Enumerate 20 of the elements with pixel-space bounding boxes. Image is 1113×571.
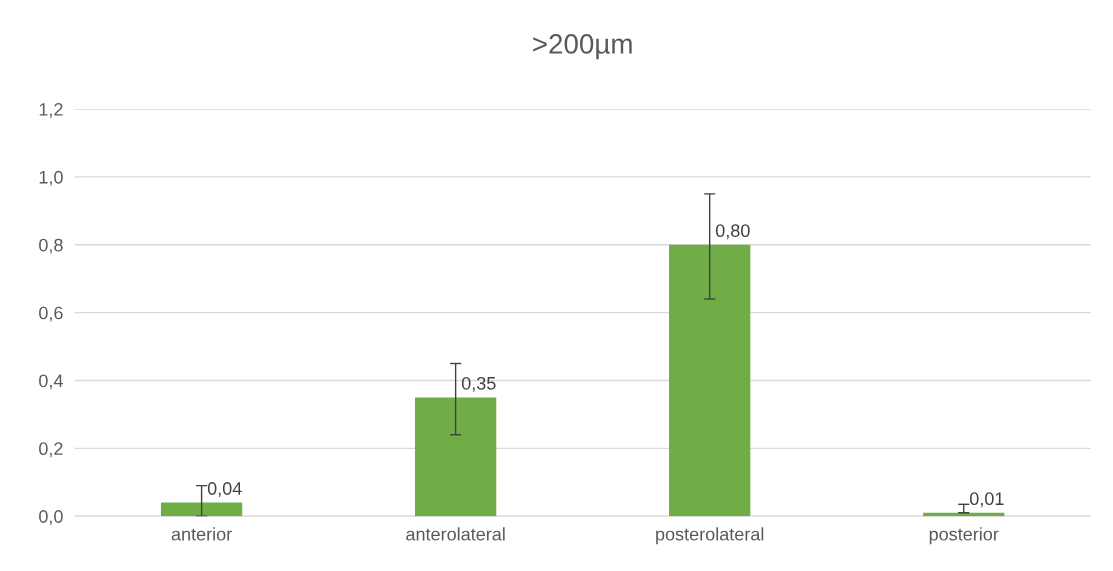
y-tick-label: 0,6 (39, 306, 63, 322)
bar (414, 397, 497, 517)
x-tick-label: posterolateral (656, 527, 764, 545)
data-label: 0,80 (715, 224, 750, 240)
data-label: 0,04 (207, 482, 242, 498)
x-tick-label: posterior (929, 527, 999, 545)
y-tick-label: 0,8 (39, 238, 63, 254)
bar (923, 512, 1005, 517)
bar (160, 502, 243, 517)
y-tick-label: 0,2 (39, 442, 63, 458)
bar (669, 244, 751, 517)
x-tick-label: anterolateral (406, 527, 505, 541)
y-tick-label: 0,4 (39, 374, 63, 390)
y-tick-label: 1,2 (39, 103, 63, 118)
y-tick-label: 1,0 (39, 170, 63, 186)
y-tick-label: 0,0 (39, 510, 63, 526)
chart-title: >200µm (533, 34, 632, 60)
data-label: 0,35 (461, 376, 496, 392)
data-label: 0,01 (969, 492, 1004, 508)
x-tick-label: anterior (171, 527, 232, 541)
